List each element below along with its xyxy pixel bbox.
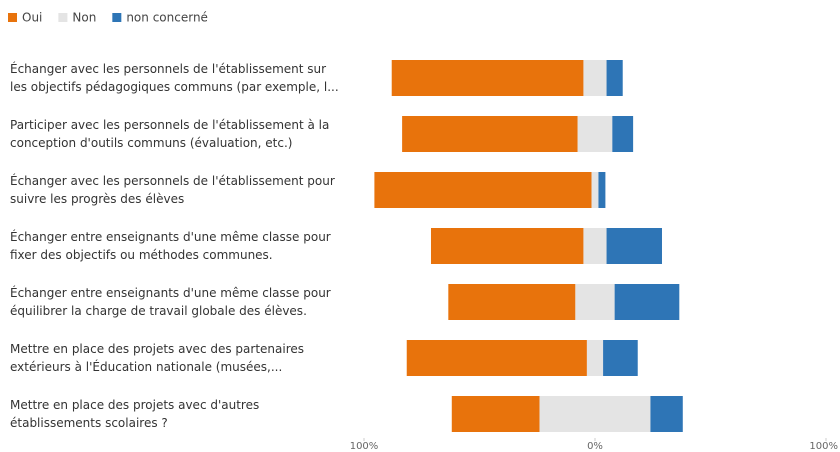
bar-segment (606, 228, 662, 264)
category-label: Échanger entre enseignants d'une même cl… (10, 286, 331, 318)
x-tick-label: 0% (587, 441, 603, 452)
bar-segment (539, 396, 651, 432)
bar-segment (614, 284, 680, 320)
bar-segment (402, 116, 578, 152)
legend-label: Oui (22, 11, 42, 25)
x-tick-label: 100% (809, 441, 838, 452)
bar-segment (406, 340, 587, 376)
category-label: Mettre en place des projets avec des par… (10, 342, 305, 374)
legend-swatch (112, 13, 122, 22)
bar-segment (650, 396, 683, 432)
category-label: Échanger avec les personnels de l'établi… (10, 62, 339, 94)
legend-swatch (58, 13, 68, 22)
legend-label: Non (72, 11, 96, 25)
bar-segment (451, 396, 540, 432)
legend-swatch (8, 13, 17, 22)
bar-segment (374, 172, 592, 208)
bar-segment (391, 60, 584, 96)
bar-segment (598, 172, 606, 208)
bar-segment (583, 60, 607, 96)
bar-segment (591, 172, 599, 208)
bar-segment (612, 116, 634, 152)
bar-segment (430, 228, 584, 264)
bar-segment (603, 340, 638, 376)
category-label: Échanger entre enseignants d'une même cl… (10, 230, 331, 262)
bar-segment (583, 228, 607, 264)
bar-segment (606, 60, 623, 96)
category-label: Échanger avec les personnels de l'établi… (10, 174, 335, 206)
legend-label: non concerné (126, 11, 208, 25)
bar-segment (586, 340, 604, 376)
x-tick-label: 100% (350, 441, 379, 452)
bar-segment (577, 116, 613, 152)
bar-segment (448, 284, 576, 320)
category-label: Mettre en place des projets avec d'autre… (10, 398, 260, 430)
bar-segment (575, 284, 615, 320)
category-label: Participer avec les personnels de l'étab… (10, 118, 330, 150)
